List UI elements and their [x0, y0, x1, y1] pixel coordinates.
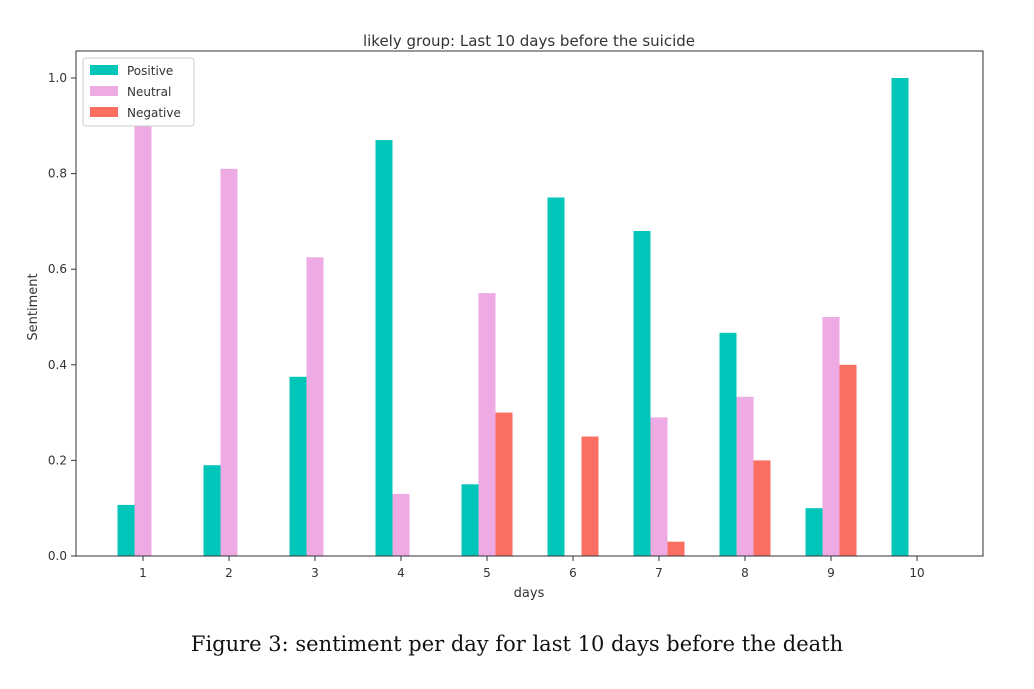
- y-tick-label: 0.0: [48, 549, 67, 563]
- y-axis: 0.0 0.2 0.4 0.6 0.8 1.0: [48, 71, 76, 563]
- bar-neutral-day-7: [650, 417, 668, 556]
- bar-positive-day-2: [203, 465, 221, 556]
- y-axis-label: Sentiment: [26, 273, 41, 340]
- bar-neutral-day-8: [736, 396, 754, 556]
- legend-swatch-positive: [90, 65, 118, 75]
- x-tick-label: 5: [483, 566, 491, 580]
- y-tick-label: 0.2: [48, 453, 67, 467]
- bar-positive-day-9: [805, 508, 823, 556]
- legend-label-negative: Negative: [127, 106, 181, 120]
- x-tick-label: 8: [741, 566, 749, 580]
- chart-title: likely group: Last 10 days before the su…: [363, 32, 695, 50]
- y-tick-label: 1.0: [48, 71, 67, 85]
- x-tick-label: 2: [225, 566, 233, 580]
- y-tick-label: 0.6: [48, 262, 67, 276]
- bar-chart: likely group: Last 10 days before the su…: [26, 32, 984, 601]
- x-tick-label: 10: [909, 566, 924, 580]
- bar-neutral-day-9: [822, 317, 840, 556]
- x-axis-label: days: [514, 586, 545, 601]
- figure-caption: Figure 3: sentiment per day for last 10 …: [190, 632, 844, 656]
- x-tick-label: 6: [569, 566, 577, 580]
- bar-neutral-day-2: [220, 168, 238, 557]
- y-tick-label: 0.8: [48, 167, 67, 181]
- legend-label-positive: Positive: [127, 64, 173, 78]
- bar-positive-day-4: [375, 140, 393, 556]
- x-tick-label: 9: [827, 566, 835, 580]
- bar-positive-day-10: [891, 78, 909, 556]
- bar-positive-day-5: [461, 484, 479, 556]
- plot-frame: [75, 50, 984, 557]
- x-axis: 1 2 3 4 5 6 7 8 9 10: [139, 556, 925, 580]
- bar-neutral-day-1: [134, 125, 152, 557]
- bar-negative-day-7: [667, 541, 685, 556]
- bar-positive-day-1: [117, 504, 135, 556]
- bars-layer: [117, 78, 909, 557]
- bar-positive-day-6: [547, 197, 565, 556]
- x-tick-label: 4: [397, 566, 405, 580]
- legend-label-neutral: Neutral: [127, 85, 171, 99]
- bar-negative-day-6: [581, 436, 599, 556]
- y-tick-label: 0.4: [48, 358, 67, 372]
- legend-swatch-neutral: [90, 86, 118, 96]
- bar-positive-day-7: [633, 231, 651, 556]
- x-tick-label: 7: [655, 566, 663, 580]
- bar-positive-day-3: [289, 376, 307, 557]
- bar-neutral-day-3: [306, 257, 324, 557]
- bar-neutral-day-5: [478, 293, 496, 556]
- bar-negative-day-5: [495, 412, 513, 556]
- legend-swatch-negative: [90, 107, 118, 117]
- bar-negative-day-9: [839, 364, 857, 556]
- legend: Positive Neutral Negative: [82, 57, 195, 127]
- x-tick-label: 3: [311, 566, 319, 580]
- bar-positive-day-8: [719, 332, 737, 556]
- bar-negative-day-8: [753, 460, 771, 556]
- x-tick-label: 1: [139, 566, 147, 580]
- bar-neutral-day-4: [392, 493, 410, 556]
